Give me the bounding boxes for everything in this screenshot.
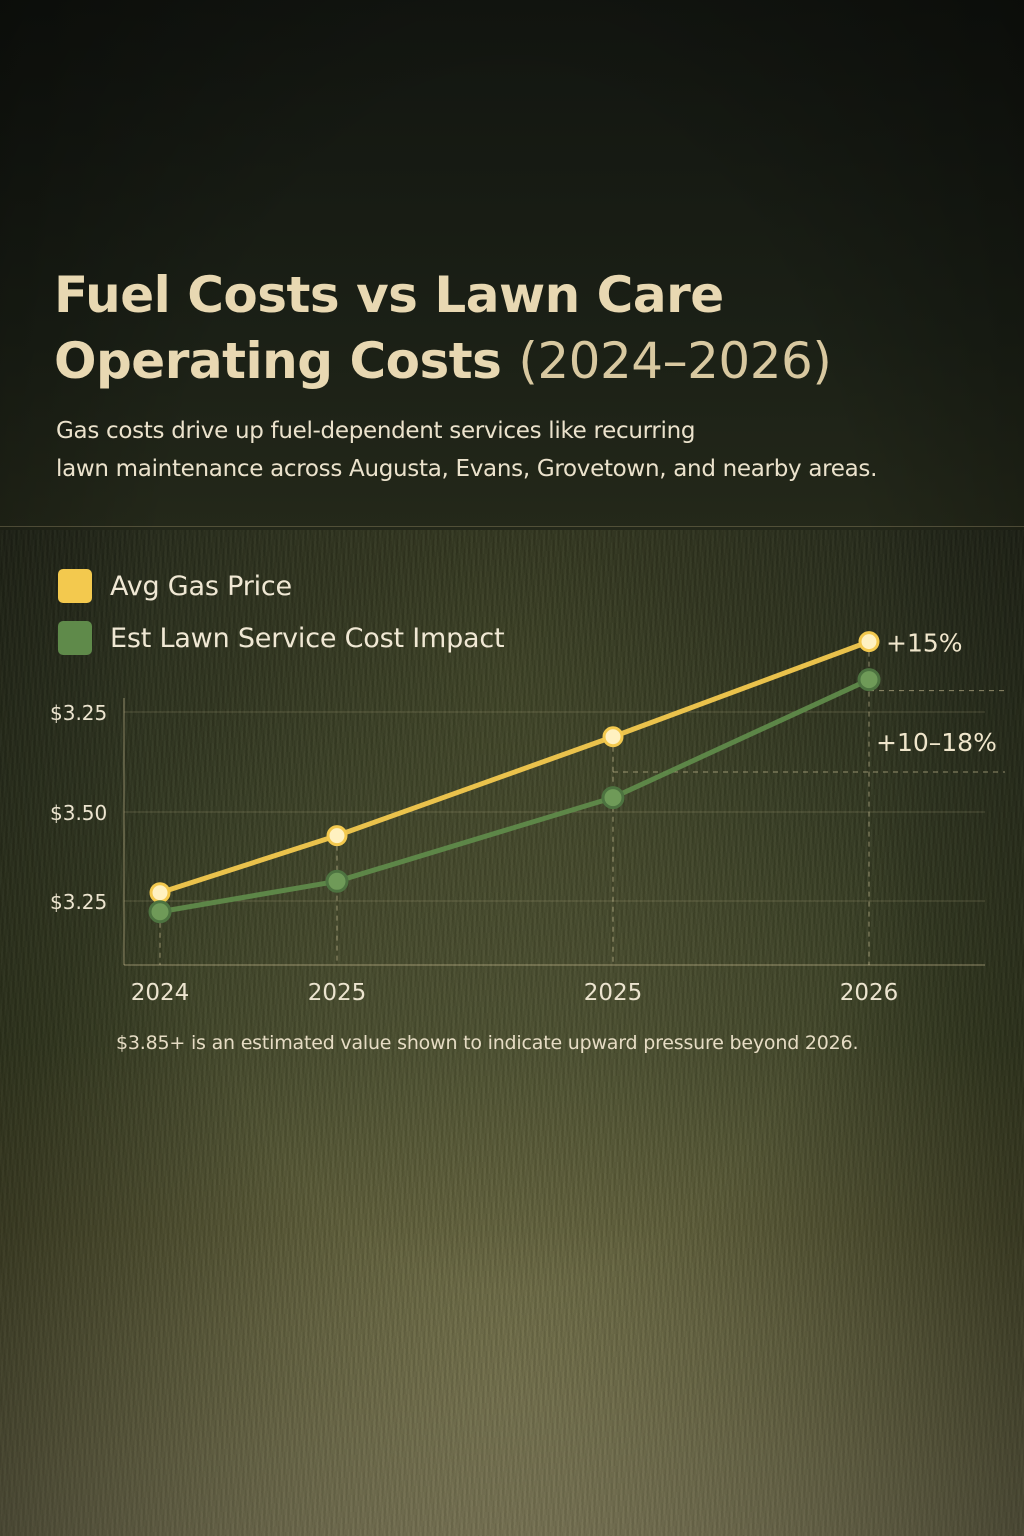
legend-label-gas: Avg Gas Price [110,570,292,602]
subtitle-line-1: Gas costs drive up fuel-dependent servic… [56,418,696,444]
subtitle-line-2: lawn maintenance across Augusta, Evans, … [56,456,878,482]
lawn-cost-line [157,677,872,915]
legend-label-lawn: Est Lawn Service Cost Impact [110,622,505,654]
x-tick-label: 2026 [840,980,899,1006]
x-tick-label: 2025 [584,980,643,1006]
chart-subtitle: Gas costs drive up fuel-dependent servic… [56,412,1006,488]
gas-price-point [602,726,624,748]
annotation-lawn-change: +10–18% [876,728,997,757]
y-tick-label: $3.50 [50,801,107,825]
header-divider [0,526,1024,527]
grass-background [0,530,1024,1536]
y-tick-label: $3.25 [50,890,107,914]
title-years: (2024–2026) [518,332,832,390]
x-tick-label: 2025 [308,980,367,1006]
title-main: Fuel Costs vs Lawn Care Operating Costs [54,266,724,390]
legend-swatch-lawn [58,621,92,655]
legend-swatch-gas [58,569,92,603]
gas-price-point [326,825,348,847]
gas-price-point [858,631,880,653]
legend-item-gas: Avg Gas Price [58,568,504,604]
gas-price-point [149,882,171,904]
line-chart: $3.25 $3.50 $3.25 2024 2025 2025 2026 +15% +10–1… [50,629,1005,1006]
lawn-cost-point [601,786,625,810]
lawn-cost-point [148,900,172,924]
gas-price-line [157,639,872,896]
legend: Avg Gas Price Est Lawn Service Cost Impa… [58,568,505,672]
chart-title: Fuel Costs vs Lawn Care Operating Costs … [54,262,984,394]
lawn-cost-point [857,668,881,692]
footnote: $3.85+ is an estimated value shown to in… [116,1032,859,1054]
lawn-cost-point [325,869,349,893]
annotation-gas-change: +15% [886,629,963,658]
legend-item-lawn: Est Lawn Service Cost Impact [58,620,505,656]
x-tick-label: 2024 [131,980,190,1006]
y-tick-label: $3.25 [50,701,107,725]
